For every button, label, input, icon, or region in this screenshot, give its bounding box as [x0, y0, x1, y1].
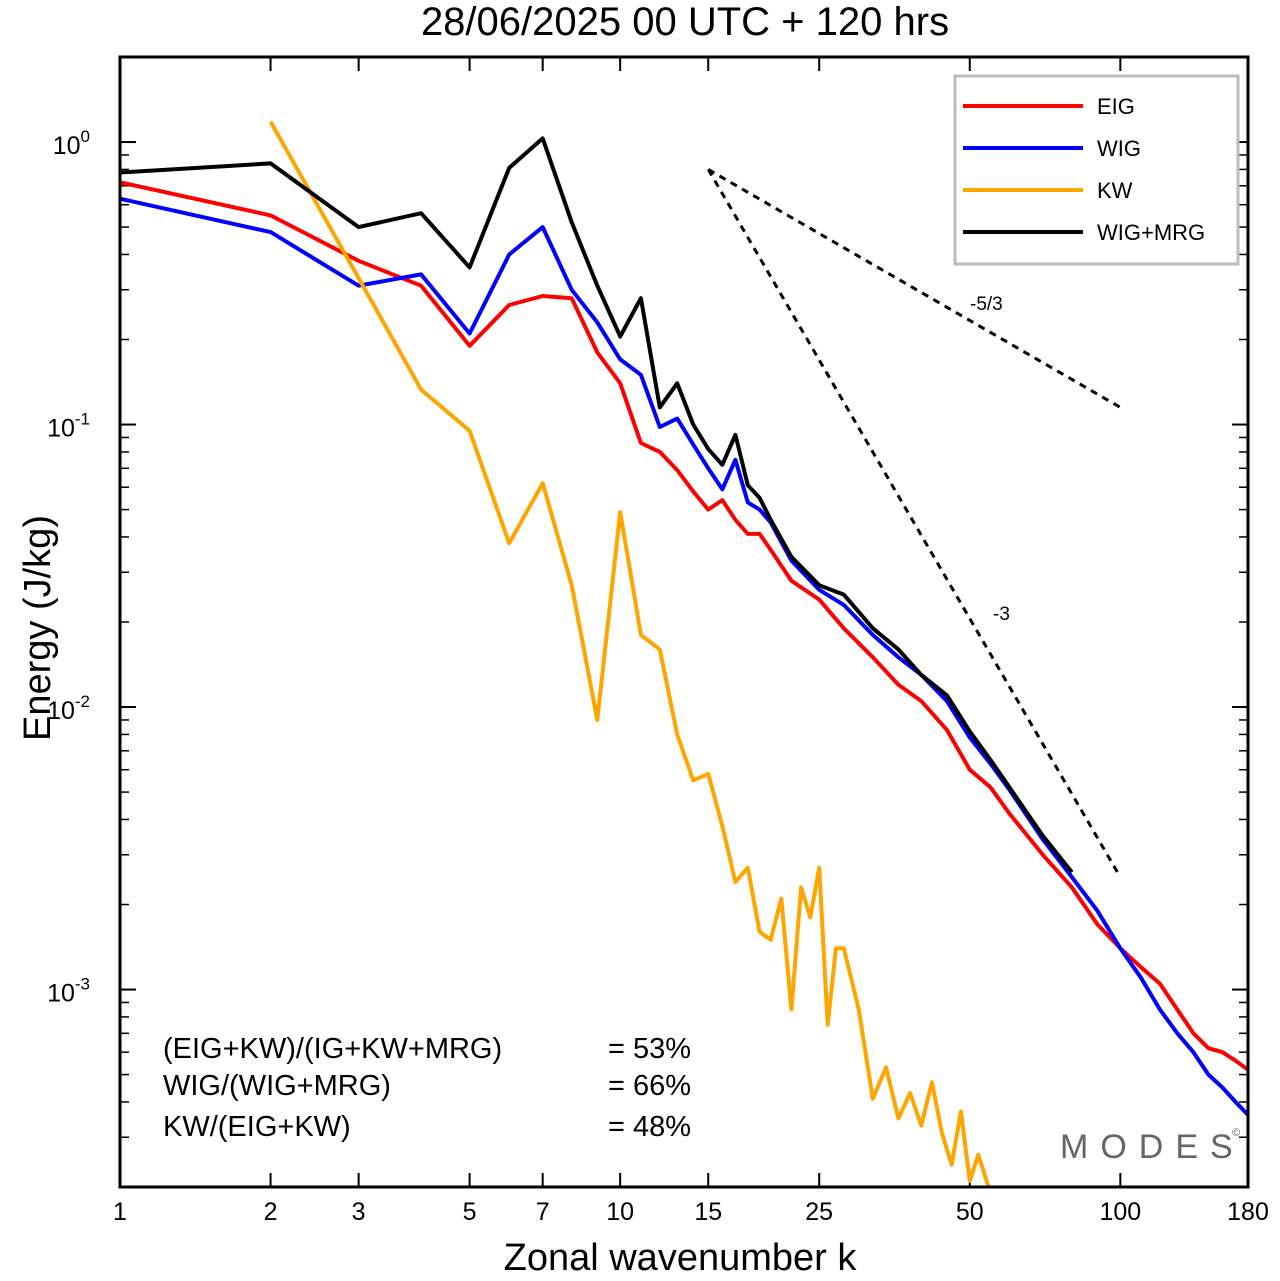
ratio-value-2: = 66% — [608, 1070, 691, 1102]
reference-slope-lines: -5/3 -3 — [706, 168, 1122, 878]
x-axis-label: Zonal wavenumber k — [504, 1237, 858, 1279]
ratio-label-2: WIG/(WIG+MRG) — [163, 1070, 391, 1102]
plot-frame — [118, 55, 1250, 1189]
series-layer — [120, 120, 1248, 1187]
x-tick-label: 10 — [606, 1198, 634, 1226]
legend: EIG WIG KW WIG+MRG — [953, 74, 1240, 266]
x-tick-label: 3 — [352, 1198, 366, 1226]
series-line-wig — [120, 196, 1248, 1117]
series-line-wig-mrg — [120, 136, 1074, 874]
x-tick-labels: 1 2 3 5 7 10 15 25 50 100 180 — [113, 1198, 1269, 1226]
x-tick-label: 1 — [113, 1198, 127, 1226]
series-line-eig — [120, 180, 1248, 1072]
x-tick-label: 15 — [694, 1198, 722, 1226]
y-tick-label: 10-3 — [47, 975, 90, 1008]
x-tick-label: 2 — [264, 1198, 278, 1226]
ratio-label-1: (EIG+KW)/(IG+KW+MRG) — [163, 1033, 502, 1065]
x-tick-label: 25 — [805, 1198, 833, 1226]
legend-label: KW — [1097, 178, 1133, 203]
reference-slope-line — [707, 168, 1122, 409]
legend-label: WIG — [1097, 136, 1141, 161]
series-line-kw — [268, 120, 991, 1187]
reference-slope-line — [706, 168, 1122, 878]
reference-slope-label: -3 — [993, 604, 1010, 625]
ratio-label-3: KW/(EIG+KW) — [163, 1111, 351, 1143]
y-tick-labels: 100 10-1 10-2 10-3 — [47, 127, 90, 1008]
chart-title: 28/06/2025 00 UTC + 120 hrs — [421, 0, 949, 44]
y-tick-label: 100 — [53, 127, 90, 160]
watermark: MODES © — [1060, 1127, 1245, 1166]
legend-label: EIG — [1097, 94, 1135, 119]
y-axis-label: Energy (J/kg) — [17, 515, 59, 741]
x-tick-label: 100 — [1099, 1198, 1141, 1226]
x-tick-label: 5 — [463, 1198, 477, 1226]
reference-slope-label: -5/3 — [970, 294, 1003, 315]
y-tick-label: 10-2 — [47, 692, 90, 725]
legend-label: WIG+MRG — [1097, 220, 1205, 245]
x-tick-label: 180 — [1227, 1198, 1269, 1226]
watermark-text: MODES — [1060, 1128, 1245, 1166]
x-tick-label: 7 — [536, 1198, 550, 1226]
x-tick-label: 50 — [956, 1198, 984, 1226]
watermark-copyright: © — [1232, 1127, 1240, 1139]
ratio-annotations: (EIG+KW)/(IG+KW+MRG) = 53% WIG/(WIG+MRG)… — [163, 1033, 691, 1143]
y-tick-label: 10-1 — [47, 410, 90, 443]
ratio-value-1: = 53% — [608, 1033, 691, 1065]
ratio-value-3: = 48% — [608, 1111, 691, 1143]
